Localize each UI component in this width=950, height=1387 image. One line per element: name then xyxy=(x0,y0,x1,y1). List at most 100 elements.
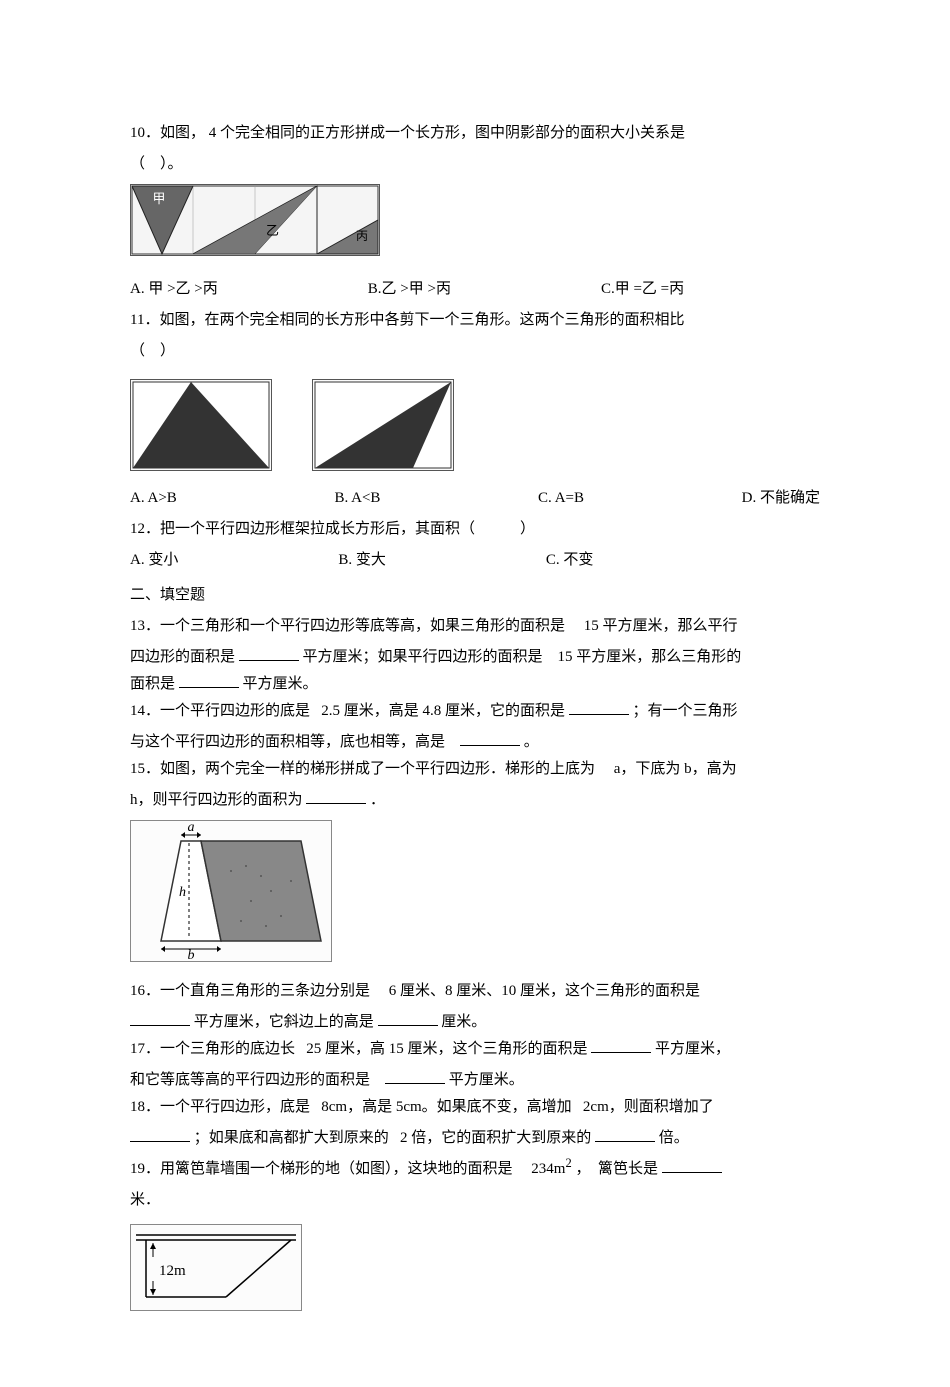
q10-text-c: 个完全相同的正方形拼成一个长方形，图中阴影部分的面积大小关系是 xyxy=(220,125,685,141)
question-10: 10．如图， 4 个完全相同的正方形拼成一个长方形，图中阴影部分的面积大小关系是 xyxy=(130,120,820,147)
q18-p2b: 2 倍，它的面积扩大到原来的 xyxy=(400,1130,591,1146)
q16-p2b: 厘米。 xyxy=(441,1014,486,1030)
q14-line2: 与这个平行四边形的面积相等，底也相等，高是 。 xyxy=(130,729,820,756)
q12-text: 12．把一个平行四边形框架拉成长方形后，其面积（ ） xyxy=(130,521,535,537)
section-2-heading: 二、填空题 xyxy=(130,582,820,609)
q13-p1b: 15 平方厘米，那么平行 xyxy=(584,618,738,634)
q13-p1a: 13．一个三角形和一个平行四边形等底等高，如果三角形的面积是 xyxy=(130,618,565,634)
q16-line2: 平方厘米，它斜边上的高是 厘米。 xyxy=(130,1009,820,1036)
q18-line2: ；如果底和高都扩大到原来的 2 倍，它的面积扩大到原来的 倍。 xyxy=(130,1125,820,1152)
q12-opt-b: B. 变大 xyxy=(338,547,386,574)
q17-p1a: 17．一个三角形的底边长 xyxy=(130,1041,295,1057)
q15-p2b: ． xyxy=(370,792,385,808)
q12-opt-c: C. 不变 xyxy=(546,547,594,574)
q15-figure: a h b xyxy=(130,820,332,962)
q10-figure: 甲 乙 丙 xyxy=(130,184,380,256)
q11-figure-a xyxy=(130,379,272,471)
q10-opt-c: C.甲 =乙 =丙 xyxy=(601,276,684,303)
q13-blank1 xyxy=(239,646,299,661)
q19-figure: 12m xyxy=(130,1224,302,1311)
q13-line2: 四边形的面积是 平方厘米；如果平行四边形的面积是 15 平方厘米，那么三角形的 xyxy=(130,644,820,671)
q19-p1a: 19．用篱笆靠墙围一个梯形的地（如图），这块地的面积是 xyxy=(130,1161,513,1177)
svg-text:b: b xyxy=(188,948,195,961)
q18-p2a: ；如果底和高都扩大到原来的 xyxy=(194,1130,389,1146)
q10-opt-b: B.乙 >甲 >丙 xyxy=(368,276,451,303)
q17-line2: 和它等底等高的平行四边形的面积是 平方厘米。 xyxy=(130,1067,820,1094)
q11-options: A. A>B B. A<B C. A=B D. 不能确定 xyxy=(130,485,820,512)
q17-p2b: 平方厘米。 xyxy=(449,1072,524,1088)
q13-p2a: 四边形的面积是 xyxy=(130,649,235,665)
question-17: 17．一个三角形的底边长 25 厘米，高 15 厘米，这个三角形的面积是 平方厘… xyxy=(130,1036,820,1063)
q11-figure-b xyxy=(312,379,454,471)
question-15: 15．如图，两个完全一样的梯形拼成了一个平行四边形．梯形的上底为 a，下底为 b… xyxy=(130,756,820,783)
q13-p3b: 平方厘米。 xyxy=(243,676,318,692)
q18-p1a: 18．一个平行四边形，底是 xyxy=(130,1099,310,1115)
q15-blank xyxy=(306,789,366,804)
svg-text:12m: 12m xyxy=(159,1263,186,1279)
q17-blank2 xyxy=(385,1069,445,1084)
q14-p1a: 14．一个平行四边形的底是 xyxy=(130,703,310,719)
q10-paren: （ ）。 xyxy=(130,151,820,178)
svg-text:丙: 丙 xyxy=(356,229,368,243)
q11-opt-a: A. A>B xyxy=(130,485,177,512)
svg-text:甲: 甲 xyxy=(152,191,165,206)
q13-line3: 面积是 平方厘米。 xyxy=(130,671,820,698)
q17-blank1 xyxy=(591,1038,651,1053)
q11-opt-c: C. A=B xyxy=(538,485,584,512)
q15-p1b: a，下底为 b，高为 xyxy=(614,761,737,777)
q18-blank2 xyxy=(595,1127,655,1142)
q15-p1a: 15．如图，两个完全一样的梯形拼成了一个平行四边形．梯形的上底为 xyxy=(130,761,595,777)
q18-p2c: 倍。 xyxy=(659,1130,689,1146)
q19-blank xyxy=(662,1158,722,1173)
q18-p1b: 8cm，高是 5cm。如果底不变，高增加 xyxy=(321,1099,571,1115)
q19-line2: 米． xyxy=(130,1187,820,1214)
q11-text: 11．如图，在两个完全相同的长方形中各剪下一个三角形。这两个三角形的面积相比 xyxy=(130,312,684,328)
q18-blank1 xyxy=(130,1127,190,1142)
q14-blank2 xyxy=(460,731,520,746)
q16-p1b: 6 厘米、8 厘米、10 厘米，这个三角形的面积是 xyxy=(389,983,700,999)
svg-text:h: h xyxy=(179,885,186,900)
q19-p1b: 234m xyxy=(531,1161,565,1177)
q16-p2a: 平方厘米，它斜边上的高是 xyxy=(194,1014,374,1030)
q16-blank2 xyxy=(378,1011,438,1026)
q14-p1c: ；有一个三角形 xyxy=(633,703,738,719)
question-18: 18．一个平行四边形，底是 8cm，高是 5cm。如果底不变，高增加 2cm，则… xyxy=(130,1094,820,1121)
q10-text-b: 4 xyxy=(209,125,217,141)
q10-text-a: 10．如图， xyxy=(130,125,205,141)
q15-line2: h，则平行四边形的面积为 ． xyxy=(130,787,820,814)
q14-p1b: 2.5 厘米，高是 4.8 厘米，它的面积是 xyxy=(321,703,565,719)
q17-p2a: 和它等底等高的平行四边形的面积是 xyxy=(130,1072,370,1088)
question-14: 14．一个平行四边形的底是 2.5 厘米，高是 4.8 厘米，它的面积是 ；有一… xyxy=(130,698,820,725)
q16-p1a: 16．一个直角三角形的三条边分别是 xyxy=(130,983,370,999)
q11-opt-b: B. A<B xyxy=(334,485,380,512)
question-19: 19．用篱笆靠墙围一个梯形的地（如图），这块地的面积是 234m2 ， 篱笆长是 xyxy=(130,1152,820,1183)
document-page: 10．如图， 4 个完全相同的正方形拼成一个长方形，图中阴影部分的面积大小关系是… xyxy=(0,0,950,1387)
q10-options: A. 甲 >乙 >丙 B.乙 >甲 >丙 C.甲 =乙 =丙 xyxy=(130,276,820,303)
q12-opt-a: A. 变小 xyxy=(130,547,178,574)
q15-p2a: h，则平行四边形的面积为 xyxy=(130,792,303,808)
question-11: 11．如图，在两个完全相同的长方形中各剪下一个三角形。这两个三角形的面积相比 xyxy=(130,307,820,334)
q14-blank1 xyxy=(569,700,629,715)
q13-p2c: 15 平方厘米，那么三角形的 xyxy=(558,649,742,665)
q10-opt-a: A. 甲 >乙 >丙 xyxy=(130,276,218,303)
q13-p3a: 面积是 xyxy=(130,676,175,692)
q11-paren: （ ） xyxy=(130,338,820,365)
q12-options: A. 变小 B. 变大 C. 不变 xyxy=(130,547,820,574)
q19-squared: 2 xyxy=(565,1156,571,1170)
question-13: 13．一个三角形和一个平行四边形等底等高，如果三角形的面积是 15 平方厘米，那… xyxy=(130,613,820,640)
q14-p2a: 与这个平行四边形的面积相等，底也相等，高是 xyxy=(130,734,445,750)
q18-p1c: 2cm，则面积增加了 xyxy=(583,1099,714,1115)
svg-text:乙: 乙 xyxy=(266,223,279,238)
q13-blank2 xyxy=(179,673,239,688)
q13-p2b: 平方厘米；如果平行四边形的面积是 xyxy=(303,649,543,665)
q16-blank1 xyxy=(130,1011,190,1026)
q17-p1b: 25 厘米，高 15 厘米，这个三角形的面积是 xyxy=(306,1041,587,1057)
question-16: 16．一个直角三角形的三条边分别是 6 厘米、8 厘米、10 厘米，这个三角形的… xyxy=(130,978,820,1005)
q19-p1c: ， 篱笆长是 xyxy=(575,1161,658,1177)
q14-p2b: 。 xyxy=(524,734,539,750)
q11-figures xyxy=(130,373,820,477)
q11-opt-d: D. 不能确定 xyxy=(742,485,820,512)
q17-p1c: 平方厘米， xyxy=(655,1041,730,1057)
question-12: 12．把一个平行四边形框架拉成长方形后，其面积（ ） xyxy=(130,516,820,543)
svg-text:a: a xyxy=(188,821,195,835)
